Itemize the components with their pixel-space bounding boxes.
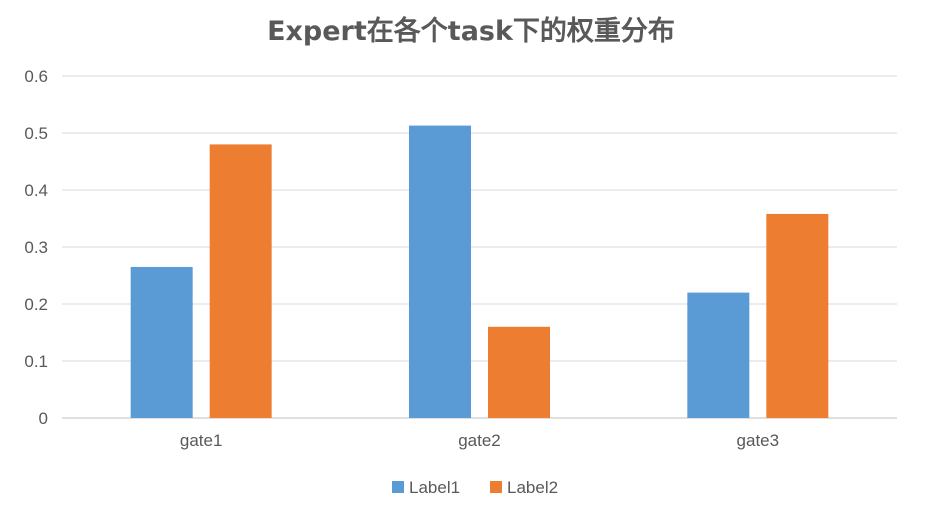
x-axis-category-labels: gate1 gate2 gate3	[180, 431, 779, 450]
x-category-label: gate2	[458, 431, 501, 450]
legend-label-label1: Label1	[409, 478, 460, 497]
legend-swatch-label2	[490, 481, 502, 493]
x-category-label: gate1	[180, 431, 223, 450]
y-tick-label: 0.3	[24, 238, 48, 257]
y-tick-label: 0.6	[24, 67, 48, 86]
bar-label1-gate1	[130, 266, 193, 418]
legend: Label1 Label2	[392, 478, 558, 497]
y-tick-label: 0.5	[24, 124, 48, 143]
bar-label2-gate1	[209, 144, 272, 418]
y-axis-tick-labels: 0 0.1 0.2 0.3 0.4 0.5 0.6	[24, 67, 48, 428]
bar-label1-gate2	[409, 125, 471, 418]
gridlines	[62, 75, 897, 419]
y-tick-label: 0.2	[24, 295, 48, 314]
legend-swatch-label1	[392, 481, 404, 493]
x-category-label: gate3	[737, 431, 780, 450]
bars	[130, 125, 829, 418]
bar-label1-gate3	[687, 292, 750, 418]
y-tick-label: 0	[39, 409, 48, 428]
y-tick-label: 0.1	[24, 352, 48, 371]
bar-label2-gate2	[488, 326, 550, 418]
legend-label-label2: Label2	[507, 478, 558, 497]
y-tick-label: 0.4	[24, 181, 48, 200]
bar-label2-gate3	[766, 213, 829, 418]
chart-title: Expert在各个task下的权重分布	[267, 15, 675, 47]
